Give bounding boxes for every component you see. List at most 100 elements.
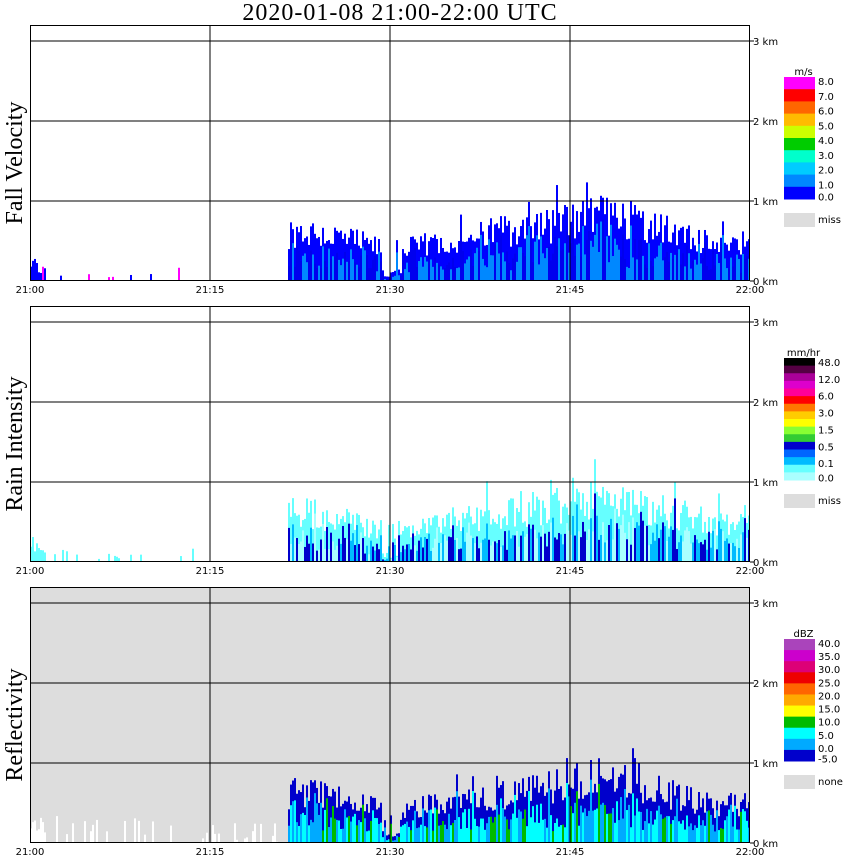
echo-core — [348, 816, 350, 843]
echo-column — [42, 550, 44, 562]
echo-column — [734, 530, 736, 562]
echo-core — [582, 226, 584, 281]
legend-label: 12.0 — [818, 375, 840, 386]
echo-core — [338, 538, 340, 562]
echo-core — [558, 238, 560, 281]
echo-column — [736, 808, 738, 843]
echo-core — [342, 828, 344, 843]
echo-column — [502, 518, 504, 562]
echo-core — [468, 522, 470, 562]
echo-column — [358, 514, 360, 562]
echo-core — [404, 269, 406, 281]
echo-core — [428, 810, 430, 843]
echo-column — [408, 251, 410, 281]
echo-core — [488, 816, 490, 843]
echo-column — [140, 554, 142, 562]
echo-core — [398, 535, 400, 562]
echo-core — [378, 251, 380, 281]
echo-column — [430, 525, 432, 562]
legend-swatch — [784, 650, 815, 662]
echo-column — [366, 804, 368, 843]
echo-column — [328, 522, 330, 562]
echo-core — [426, 538, 428, 562]
echo-column — [556, 185, 558, 281]
echo-column — [558, 500, 560, 562]
echo-core — [510, 538, 512, 562]
echo-column — [340, 230, 342, 281]
echo-core — [708, 531, 710, 562]
echo-core — [314, 793, 316, 843]
echo-core — [302, 530, 304, 562]
echo-core — [366, 255, 368, 281]
echo-column — [666, 215, 668, 281]
echo-core — [438, 825, 440, 843]
echo-core — [404, 823, 406, 843]
echo-core — [494, 244, 496, 281]
echo-core — [712, 824, 714, 843]
echo-core — [460, 828, 462, 843]
legend-unit: dBZ — [793, 629, 813, 640]
echo-core — [368, 830, 370, 843]
legend-swatch — [784, 672, 815, 684]
echo-column — [38, 272, 40, 281]
echo-column — [478, 807, 480, 843]
echo-core — [452, 525, 454, 562]
legend: dBZ 40.0 35.0 30.0 25.0 20.0 15.0 10.0 5.0 0.0-5.… — [784, 629, 843, 789]
echo-core — [516, 261, 518, 281]
echo-core — [468, 808, 470, 843]
x-tick-label: 21:00 — [16, 285, 45, 296]
echo-core — [706, 811, 708, 843]
echo-core — [478, 826, 480, 843]
echo-core — [716, 549, 718, 562]
echo-core — [422, 266, 424, 281]
y-tick-label: 1 km — [753, 197, 778, 208]
legend-swatch — [784, 125, 815, 139]
echo-column — [298, 514, 300, 562]
legend-label: -5.0 — [818, 755, 838, 766]
echo-column — [76, 554, 78, 562]
echo-core — [364, 250, 366, 281]
echo-core — [408, 543, 410, 562]
y-tick-label: 3 km — [753, 37, 778, 48]
echo-column — [526, 790, 528, 843]
echo-core — [414, 810, 416, 843]
echo-core — [506, 549, 508, 562]
echo-core — [604, 238, 606, 281]
echo-column — [726, 514, 728, 562]
echo-core — [670, 823, 672, 843]
echo-core — [360, 822, 362, 843]
echo-core — [578, 531, 580, 562]
echo-core — [540, 236, 542, 281]
legend-unit: mm/hr — [787, 348, 821, 359]
echo-core — [556, 818, 558, 843]
echo-core — [660, 242, 662, 281]
echo-core — [318, 549, 320, 562]
echo-core — [620, 797, 622, 843]
y-tick-label: 0 km — [753, 277, 778, 288]
echo-core — [602, 219, 604, 281]
echo-core — [612, 808, 614, 843]
echo-column — [458, 520, 460, 562]
echo-column — [708, 248, 710, 281]
echo-column — [564, 205, 566, 281]
echo-core — [388, 839, 390, 843]
x-tick-label: 21:15 — [196, 566, 225, 577]
echo-column — [674, 224, 676, 281]
echo-column — [482, 787, 484, 843]
echo-core — [588, 231, 590, 281]
legend-swatch — [784, 472, 815, 481]
echo-column — [652, 239, 654, 281]
echo-core — [684, 530, 686, 562]
echo-column — [552, 210, 554, 281]
echo-core — [494, 541, 496, 562]
echo-column — [452, 797, 454, 843]
echo-core — [366, 831, 368, 843]
echo-core — [412, 820, 414, 843]
echo-core — [488, 539, 490, 562]
echo-core — [686, 815, 688, 843]
echo-core — [386, 558, 388, 562]
echo-core — [392, 840, 394, 843]
echo-column — [114, 555, 116, 562]
echo-core — [592, 531, 594, 562]
